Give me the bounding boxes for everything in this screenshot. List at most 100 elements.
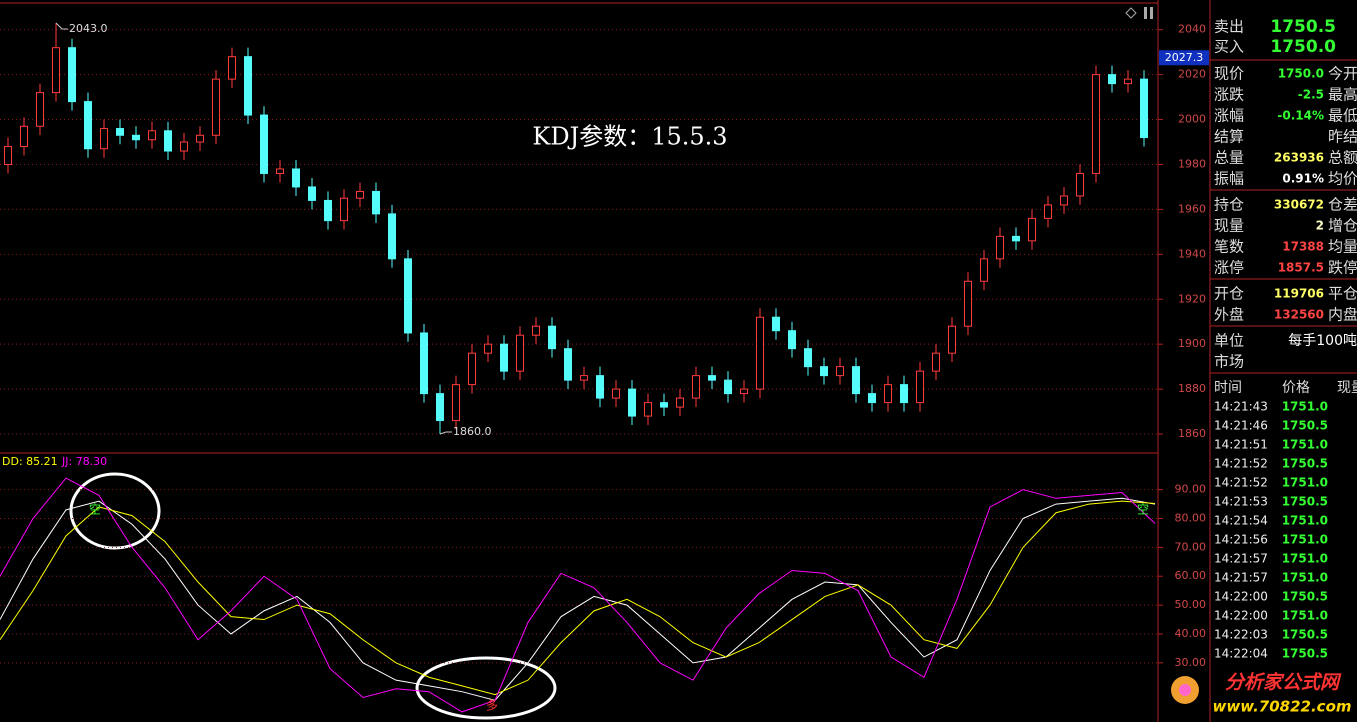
y-tick-label: 1900: [1178, 337, 1206, 350]
row-label: 总额: [1328, 149, 1357, 167]
candle-body: [948, 325, 956, 354]
candle-body: [1028, 217, 1036, 242]
candle-body: [836, 366, 844, 377]
row-label: 均量: [1328, 238, 1357, 256]
trade-time: 14:21:51: [1214, 438, 1268, 452]
icon[interactable]: [1144, 7, 1153, 19]
candle-body: [1076, 172, 1084, 197]
highlight-circle: [415, 656, 557, 720]
row-value: -0.14%: [1277, 109, 1324, 123]
row-value: 263936: [1274, 151, 1324, 165]
candle-body: [692, 375, 700, 399]
y-tick-label: 1920: [1178, 292, 1206, 305]
y-tick-label: 1980: [1178, 157, 1206, 170]
watermark-url: www.70822.com: [1212, 698, 1351, 716]
row-label: 单位: [1214, 332, 1244, 350]
annotation: 1860.0: [453, 425, 492, 438]
candle-body: [164, 130, 172, 152]
candle-body: [548, 325, 556, 350]
row-label: 笔数: [1214, 238, 1244, 256]
candle-body: [500, 343, 508, 372]
bid-ask-value: 1750.0: [1270, 37, 1336, 57]
row-value: 每手100吨: [1288, 333, 1357, 349]
highlight-circle: [69, 472, 161, 550]
icon[interactable]: [1125, 7, 1137, 19]
row-label: 仓差: [1328, 196, 1357, 214]
annotation-pointer: [55, 22, 68, 30]
y-tick-label: 70.00: [1175, 540, 1207, 553]
row-value: 132560: [1274, 308, 1324, 322]
bid-ask-label: 卖出: [1214, 18, 1244, 36]
candle-body: [820, 366, 828, 377]
row-value: 119706: [1274, 287, 1324, 301]
trade-price: 1751.0: [1282, 438, 1328, 452]
candle-body: [484, 343, 492, 354]
y-tick-label: 2040: [1178, 23, 1206, 36]
legend-entry: DD: 85.21: [2, 455, 58, 468]
trade-time: 14:22:00: [1214, 609, 1268, 623]
y-tick-label: 50.00: [1175, 598, 1207, 611]
candle-body: [452, 384, 460, 422]
trade-price: 1750.5: [1282, 495, 1328, 509]
candle-body: [900, 384, 908, 404]
candle-body: [468, 352, 476, 386]
trade-time: 14:21:57: [1214, 552, 1268, 566]
trade-time: 14:21:43: [1214, 400, 1268, 414]
trade-price: 1751.0: [1282, 552, 1328, 566]
watermark-name: 分析家公式网: [1225, 672, 1342, 694]
trade-price: 1751.0: [1282, 533, 1328, 547]
candle-body: [932, 352, 940, 372]
row-label: 增仓: [1328, 217, 1357, 235]
candle-body: [724, 379, 732, 395]
y-tick-label: 60.00: [1175, 569, 1207, 582]
candle-body: [276, 168, 284, 174]
candle-body: [436, 393, 444, 422]
trade-time: 14:21:52: [1214, 457, 1268, 471]
candle-body: [68, 47, 76, 103]
candle-body: [1140, 78, 1148, 139]
trade-time: 14:21:56: [1214, 533, 1268, 547]
candle-body: [1044, 204, 1052, 219]
row-value: -2.5: [1298, 88, 1324, 102]
watermark: 分析家公式网 www.70822.com: [1171, 672, 1352, 716]
candle-body: [628, 388, 636, 417]
y-tick-label: 1960: [1178, 202, 1206, 215]
candle-body: [708, 375, 716, 381]
candle-body: [644, 402, 652, 417]
candle-body: [884, 384, 892, 404]
y-tick-label: 1860: [1178, 427, 1206, 440]
candle-body: [772, 316, 780, 332]
legend-entry: JJ: 78.30: [61, 455, 107, 468]
trade-price: 1751.0: [1282, 571, 1328, 585]
candle-body: [1124, 78, 1132, 85]
kdj-line: [0, 500, 1156, 696]
row-value: 17388: [1282, 240, 1324, 254]
candle-body: [788, 330, 796, 350]
candle-body: [740, 388, 748, 395]
row-value: 1750.0: [1278, 67, 1324, 81]
kdj-line: [0, 477, 1156, 713]
candle-body: [596, 375, 604, 399]
candle-body: [1108, 74, 1116, 85]
row-value: 2: [1316, 219, 1324, 233]
candle-body: [292, 168, 300, 188]
trade-time: 14:22:03: [1214, 628, 1268, 642]
row-value: 330672: [1274, 198, 1324, 212]
candle-body: [324, 199, 332, 222]
candle-body: [916, 370, 924, 404]
y-tick-label: 2020: [1178, 68, 1206, 81]
row-label: 外盘: [1214, 306, 1244, 324]
candle-body: [852, 366, 860, 395]
candle-body: [52, 47, 60, 94]
y-tick-label: 90.00: [1175, 483, 1207, 496]
candle-body: [756, 316, 764, 390]
y-tick-label: 40.00: [1175, 627, 1207, 640]
candle-body: [516, 334, 524, 372]
trade-price: 1750.5: [1282, 419, 1328, 433]
candle-body: [4, 146, 12, 165]
row-value: 1857.5: [1278, 261, 1324, 275]
candle-body: [84, 101, 92, 150]
row-label: 平仓: [1328, 285, 1357, 303]
candle-body: [308, 186, 316, 201]
row-label: 持仓: [1214, 196, 1244, 214]
